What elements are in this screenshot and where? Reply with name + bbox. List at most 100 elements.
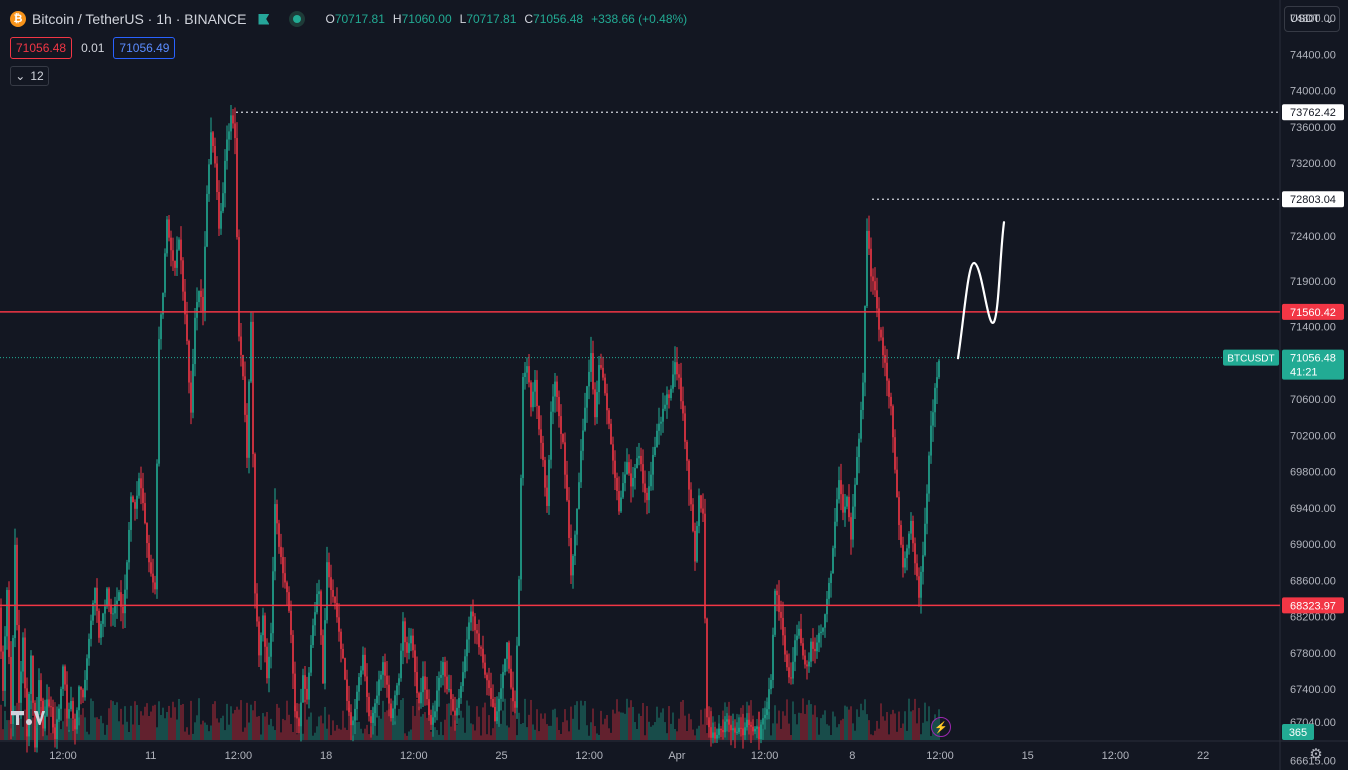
drawing-annotation[interactable] bbox=[956, 221, 1006, 360]
candle-body bbox=[650, 474, 652, 487]
candle-body bbox=[842, 494, 844, 513]
volume-bar bbox=[326, 728, 328, 740]
candle-body bbox=[644, 483, 646, 493]
volume-bar bbox=[272, 726, 274, 740]
sell-button[interactable]: 71056.48 bbox=[10, 37, 73, 59]
candle-body bbox=[150, 562, 152, 574]
volume-bar bbox=[644, 735, 646, 740]
candle-body bbox=[48, 699, 50, 707]
volume-bar bbox=[656, 706, 658, 740]
candle-body bbox=[730, 724, 732, 731]
candle-body bbox=[406, 642, 408, 653]
volume-bar bbox=[782, 711, 784, 740]
candle-body bbox=[340, 631, 342, 649]
volume-bar bbox=[698, 725, 700, 740]
volume-bar bbox=[772, 723, 774, 740]
volume-bar bbox=[86, 731, 88, 740]
candle-body bbox=[762, 718, 764, 725]
tradingview-logo[interactable] bbox=[11, 708, 45, 728]
volume-bar bbox=[62, 721, 64, 740]
candle-body bbox=[592, 353, 594, 390]
buy-button[interactable]: 71056.49 bbox=[113, 37, 176, 59]
volume-bar bbox=[670, 723, 672, 740]
volume-bar bbox=[524, 698, 526, 740]
volume-bar bbox=[254, 700, 256, 740]
time-tick-label: 12:00 bbox=[49, 750, 77, 762]
volume-bar bbox=[156, 727, 158, 740]
volume-bar bbox=[130, 705, 132, 740]
volume-bar bbox=[628, 707, 630, 740]
volume-bar bbox=[180, 704, 182, 740]
volume-bar bbox=[390, 706, 392, 740]
price-axis[interactable]: 74800.00 74400.00 74000.00 73600.00 73200.00… bbox=[1290, 13, 1336, 767]
volume-bar bbox=[456, 724, 458, 740]
candle-body bbox=[20, 671, 22, 703]
candle-body bbox=[884, 355, 886, 363]
gear-icon[interactable]: ⚙ bbox=[1309, 746, 1323, 763]
volume-bar bbox=[158, 701, 160, 740]
volume-bar bbox=[184, 731, 186, 740]
volume-bar bbox=[912, 710, 914, 740]
candle-body bbox=[76, 710, 78, 730]
symbol-title[interactable]: Bitcoin / TetherUS · 1h · BINANCE bbox=[32, 11, 247, 27]
flash-icon[interactable]: ⚡ bbox=[931, 717, 951, 737]
chevron-down-icon: ⌄ bbox=[1324, 13, 1334, 26]
indicator-count: 12 bbox=[30, 69, 44, 83]
volume-bar bbox=[618, 711, 620, 740]
volume-bar bbox=[146, 703, 148, 740]
volume-bar bbox=[694, 735, 696, 740]
candle-body bbox=[86, 658, 88, 680]
volume-bar bbox=[210, 725, 212, 740]
candle-body bbox=[686, 441, 688, 461]
volume-bar bbox=[416, 699, 418, 740]
volume-bar bbox=[522, 723, 524, 740]
volume-bar bbox=[918, 707, 920, 740]
time-axis[interactable]: 12:00 11 12:00 18 12:00 25 12:00 Apr 12:00 8 12:00… bbox=[49, 750, 1209, 762]
candle-body bbox=[832, 548, 834, 574]
ohlc-value: 70717.81 bbox=[466, 12, 517, 26]
candle-body bbox=[106, 588, 108, 607]
flag-icon[interactable] bbox=[258, 13, 270, 25]
horizontal-levels[interactable] bbox=[0, 111, 1280, 607]
price-tick-label: 69400.00 bbox=[1290, 503, 1336, 515]
volume-bar bbox=[620, 712, 622, 740]
volume-bar bbox=[692, 729, 694, 740]
candle-body bbox=[620, 497, 622, 512]
candle-body bbox=[768, 689, 770, 710]
volume-bar bbox=[510, 698, 512, 740]
indicators-collapse-button[interactable]: ⌄ 12 bbox=[10, 66, 49, 86]
candle-body bbox=[280, 546, 282, 558]
price-tags: 71560.42 68323.97 73762.42 72803.04 BTCUSDT 7… bbox=[1223, 104, 1344, 740]
candle-body bbox=[844, 506, 846, 513]
volume-bar bbox=[678, 718, 680, 740]
projection-path[interactable] bbox=[956, 221, 1006, 360]
volume-bar bbox=[654, 722, 656, 740]
volume-bar bbox=[582, 705, 584, 740]
candle-body bbox=[538, 405, 540, 430]
candle-body bbox=[928, 455, 930, 494]
volume-bar bbox=[82, 708, 84, 740]
volume-bar bbox=[534, 729, 536, 740]
candle-body bbox=[346, 679, 348, 701]
candle-body bbox=[358, 677, 360, 692]
volume-bar bbox=[48, 703, 50, 740]
candle-body bbox=[656, 430, 658, 447]
currency-selector[interactable]: USDT ⌄ bbox=[1284, 6, 1340, 32]
candle-body bbox=[790, 677, 792, 679]
candle-body bbox=[60, 688, 62, 709]
volume-bar bbox=[706, 733, 708, 740]
volume-bar bbox=[148, 716, 150, 740]
volume-bar bbox=[466, 700, 468, 740]
volume-bar bbox=[324, 706, 326, 740]
candle-body bbox=[292, 634, 294, 674]
candle-body bbox=[196, 302, 198, 318]
volume-bar bbox=[236, 706, 238, 740]
candle-body bbox=[236, 138, 238, 238]
candle-body bbox=[296, 711, 298, 719]
candle-body bbox=[306, 688, 308, 700]
candle-body bbox=[922, 555, 924, 572]
volume-bar bbox=[144, 706, 146, 740]
candle-body bbox=[202, 296, 204, 312]
volume-bar bbox=[120, 708, 122, 740]
